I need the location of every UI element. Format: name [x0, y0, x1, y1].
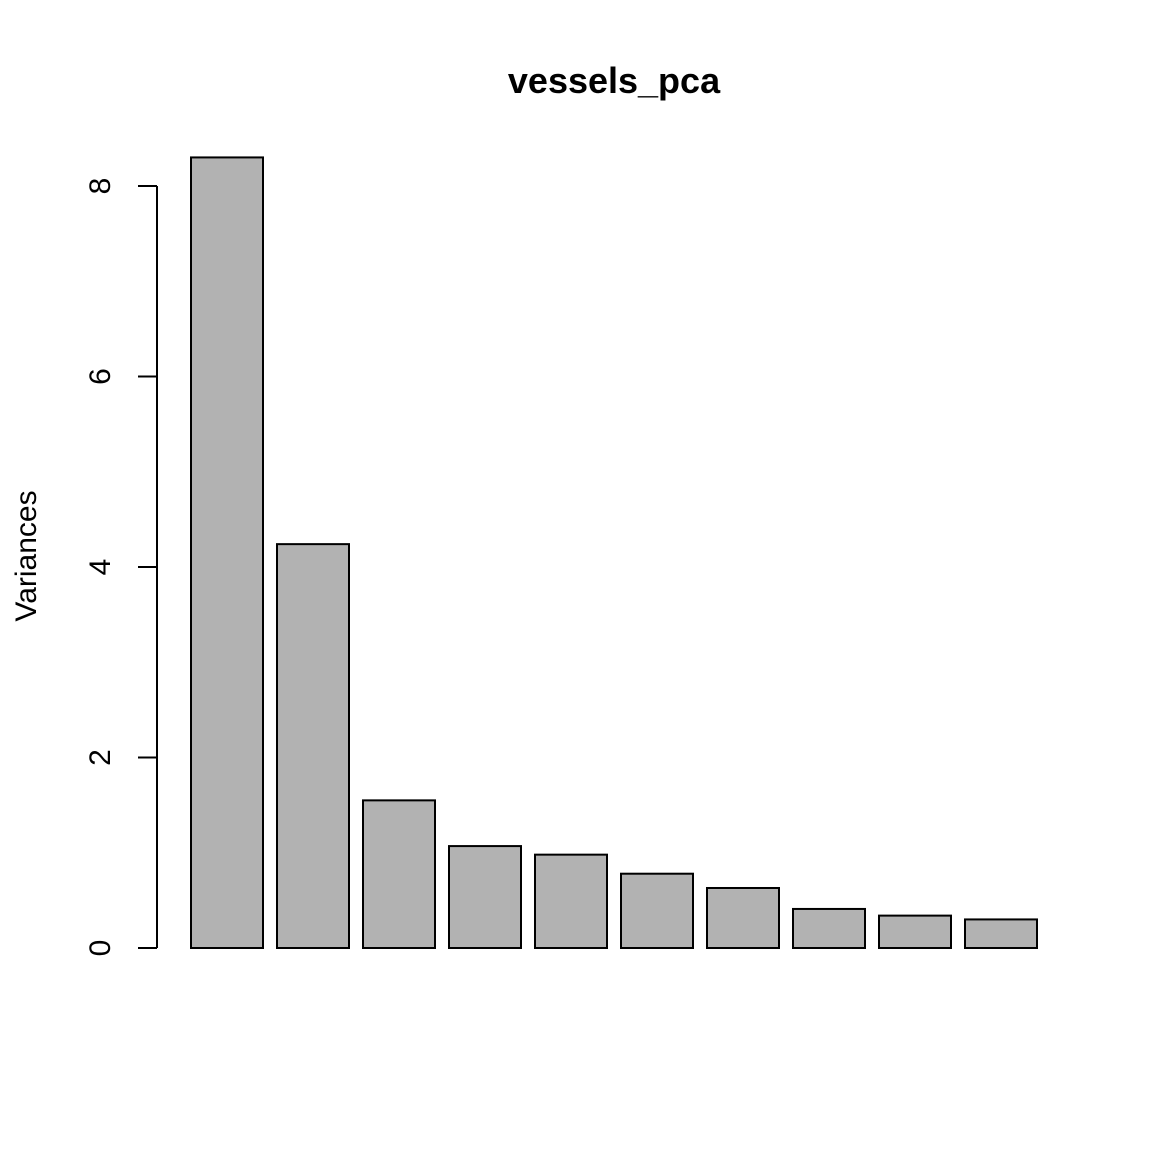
- y-axis-label: Variances: [10, 490, 43, 621]
- bar-1: [190, 156, 264, 950]
- y-axis: 0 2 4 6 8: [84, 178, 158, 957]
- bar-8: [792, 907, 866, 950]
- y-tick-label: 6: [84, 368, 117, 385]
- bar-2: [276, 543, 350, 949]
- bar-3: [362, 799, 436, 949]
- bar-10: [964, 918, 1038, 949]
- bar-9: [878, 914, 952, 949]
- bars-group: [190, 156, 1038, 950]
- bar-4: [448, 845, 522, 950]
- y-tick-label: 8: [84, 178, 117, 195]
- bar-6: [620, 872, 694, 950]
- y-tick-label: 0: [84, 940, 117, 957]
- bar-7: [706, 886, 780, 949]
- y-tick-label: 4: [84, 559, 117, 576]
- bar-5: [534, 853, 608, 950]
- chart-title: vessels_pca: [508, 60, 721, 101]
- y-tick-label: 2: [84, 749, 117, 766]
